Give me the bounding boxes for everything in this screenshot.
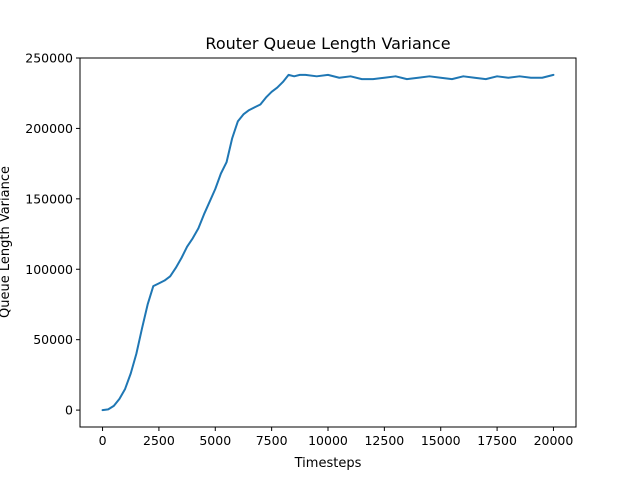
data-point [209,201,211,203]
data-point [383,77,385,79]
data-point [186,246,188,248]
data-point [231,137,233,139]
data-point [519,75,521,77]
x-tick-label: 12500 [364,433,404,448]
chart-title: Router Queue Length Variance [205,34,450,53]
y-axis-label: Queue Length Variance [0,166,13,318]
data-point [180,257,183,259]
data-point [220,172,222,175]
data-point [113,405,115,407]
data-point [417,77,419,79]
data-point [316,75,318,77]
x-tick-label: 17500 [477,433,517,448]
data-point [265,96,267,99]
y-tick-label: 50000 [33,332,73,347]
data-point [225,161,228,163]
data-point [462,75,464,77]
data-point [271,91,273,93]
data-point [237,120,239,122]
x-tick-label: 7500 [256,433,288,448]
data-point [147,303,149,306]
y-tick-label: 150000 [25,191,73,206]
data-point [163,279,166,282]
data-point [440,77,442,79]
data-point [361,78,363,80]
data-point [248,109,250,111]
data-point [152,285,154,287]
series-line-group [101,73,555,412]
x-tick-label: 2500 [143,433,175,448]
data-point [338,77,340,79]
x-axis-ticks: 0 2500 5000 7500 10000 12500 15000 17500 20000 [99,427,574,448]
data-point [372,78,374,80]
x-axis-label: Timesteps [294,456,362,471]
data-point [552,74,555,76]
data-point [287,74,290,76]
y-axis-ticks: 0 50000 100000 150000 200000 250000 [25,51,80,418]
data-point [101,409,104,411]
data-point [473,77,476,79]
x-tick-label: 20000 [534,433,574,448]
data-point [299,74,301,76]
x-tick-label: 10000 [308,433,348,448]
data-point [242,113,245,115]
data-point [304,74,307,76]
y-tick-label: 100000 [25,262,73,277]
data-point [158,282,160,284]
data-point [259,103,261,106]
data-point [135,353,137,355]
x-tick-label: 15000 [421,433,461,448]
data-point [118,398,121,400]
data-point [276,86,278,89]
data-point [349,75,352,77]
data-point [507,77,509,79]
data-point [197,227,199,230]
data-point [428,75,431,77]
data-point [192,237,194,239]
data-point [541,77,543,79]
data-point [530,77,532,79]
data-point [175,267,177,269]
x-tick-label: 0 [99,433,107,448]
data-point [203,213,205,215]
y-tick-label: 250000 [25,51,73,66]
data-point [141,327,143,330]
x-tick-label: 5000 [199,433,231,448]
data-point [130,372,132,375]
data-point [451,78,453,80]
y-tick-label: 200000 [25,121,73,136]
data-point [124,388,126,390]
data-point [214,188,216,190]
y-tick-label: 0 [65,403,73,418]
data-point [107,408,109,410]
data-point [395,75,397,77]
data-point [254,106,256,108]
data-point [406,78,408,80]
data-point [327,74,329,76]
data-point [485,78,487,80]
data-point [293,75,295,77]
data-point [496,75,498,77]
data-point [169,275,171,277]
data-point [282,81,284,83]
